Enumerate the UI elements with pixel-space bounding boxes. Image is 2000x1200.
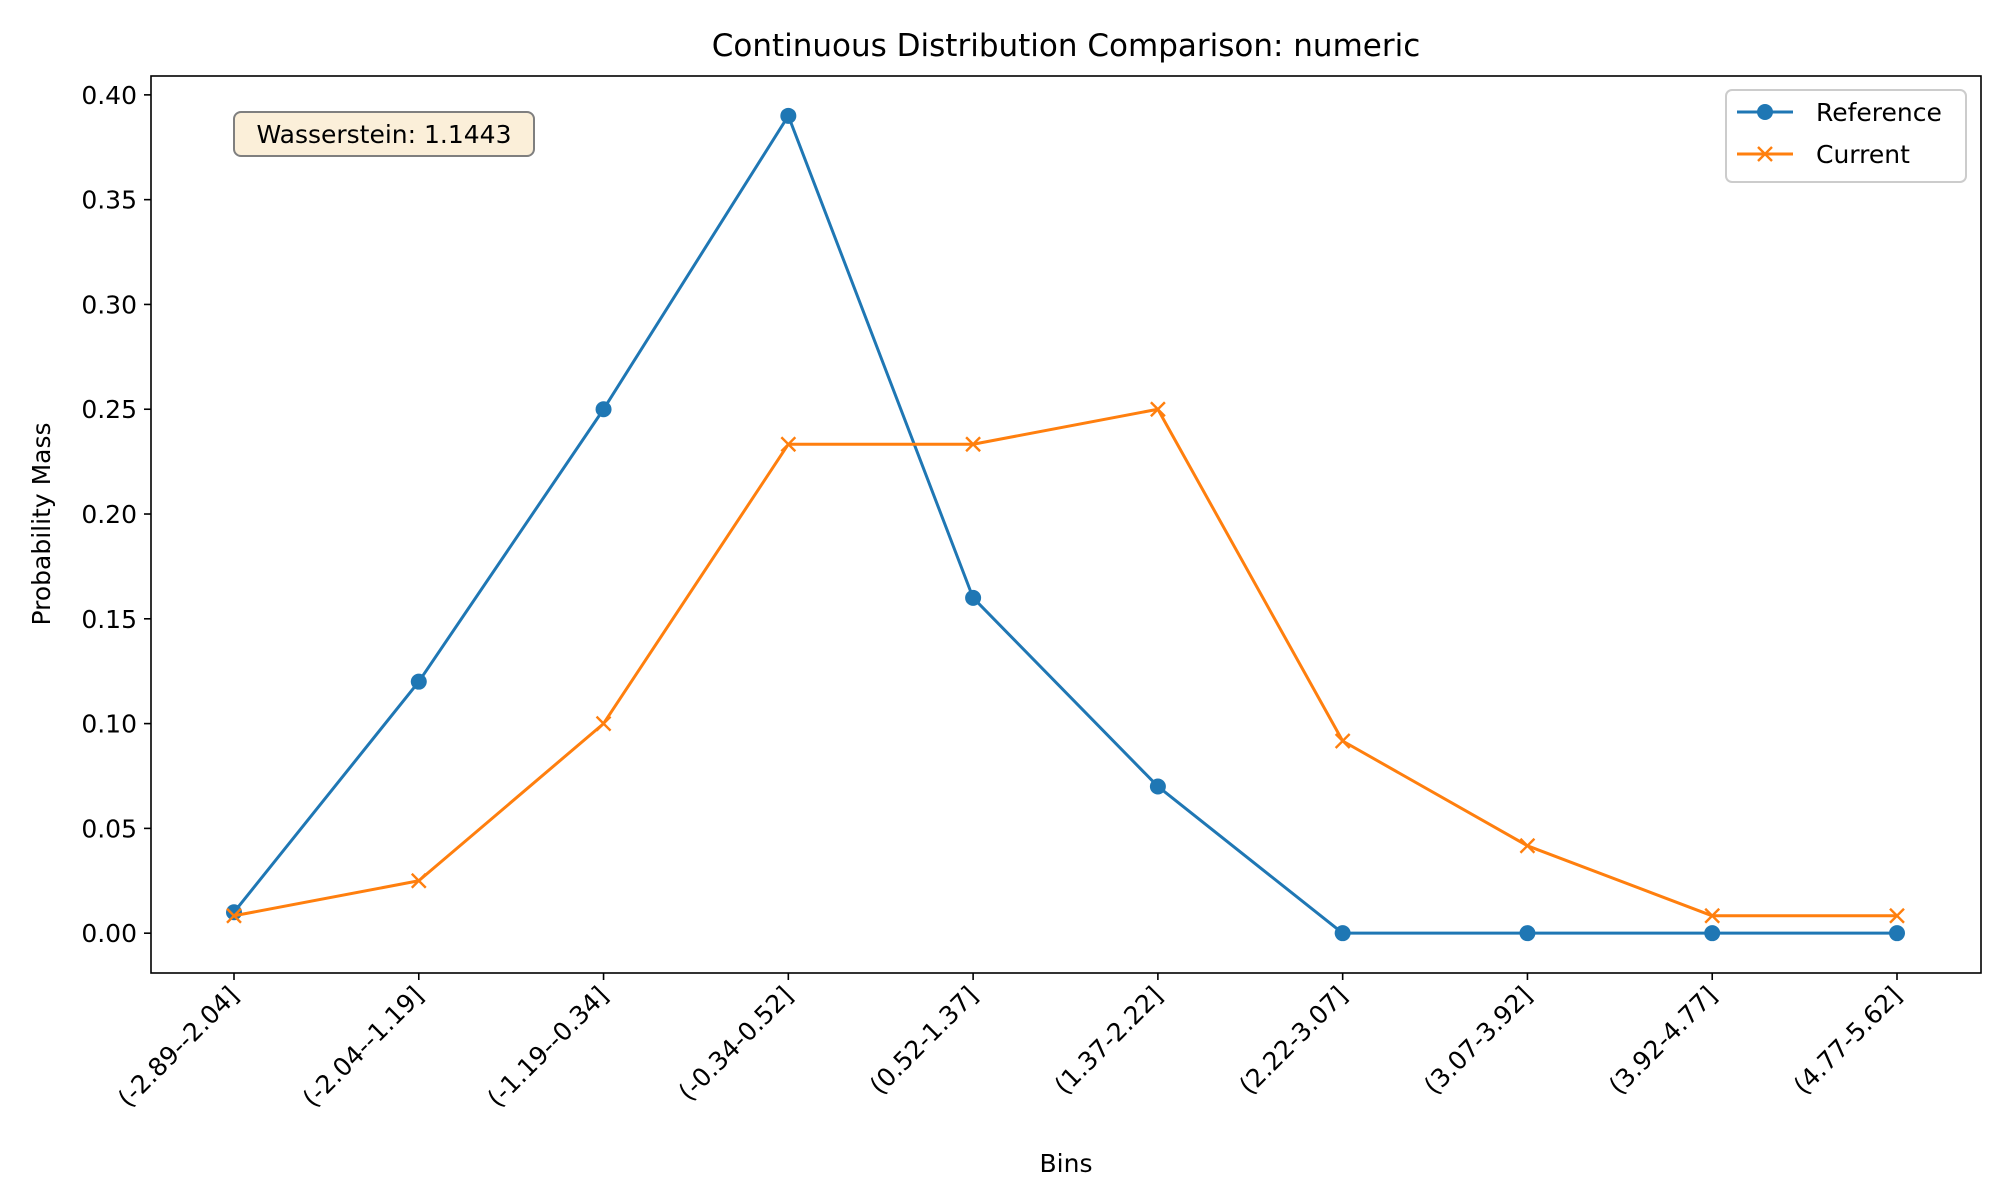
reference-point bbox=[226, 904, 242, 921]
reference-point bbox=[965, 589, 982, 606]
y-tick-label: 0.00 bbox=[81, 919, 137, 948]
y-tick-label: 0.15 bbox=[81, 605, 137, 634]
reference-point bbox=[410, 673, 427, 690]
current-point bbox=[1150, 401, 1166, 418]
current-point bbox=[1889, 907, 1905, 924]
x-tick-label: (3.07-3.92] bbox=[1418, 981, 1537, 1100]
reference-point bbox=[1889, 925, 1905, 942]
y-tick-label: 0.40 bbox=[81, 81, 137, 110]
x-tick-label: (1.37-2.22] bbox=[1049, 981, 1168, 1100]
x-tick-label: (-2.89--2.04] bbox=[112, 981, 244, 1113]
current-point bbox=[1334, 733, 1351, 749]
reference-legend-marker bbox=[1757, 104, 1773, 120]
x-tick-label: (3.92-4.77] bbox=[1603, 981, 1722, 1100]
current-legend-marker bbox=[1757, 146, 1773, 162]
x-tick-label: (-1.19--0.34] bbox=[482, 981, 614, 1113]
annotation-box bbox=[233, 111, 535, 157]
current-series-line bbox=[233, 407, 1897, 918]
current-point bbox=[780, 436, 797, 453]
y-tick-label: 0.05 bbox=[81, 814, 137, 843]
y-axis-label: Probability Mass bbox=[27, 422, 56, 625]
y-tick-label: 0.10 bbox=[81, 710, 137, 739]
wasserstein-annotation: Wasserstein: 1.1443 bbox=[233, 111, 535, 157]
series-layer bbox=[226, 107, 1905, 942]
x-tick-label: (0.52-1.37] bbox=[864, 981, 983, 1100]
current-legend-label: Current bbox=[1816, 140, 1910, 169]
reference-point bbox=[595, 401, 612, 418]
x-tick-label: (2.22-3.07] bbox=[1234, 981, 1353, 1100]
current-point bbox=[1519, 837, 1536, 854]
y-tick-label: 0.30 bbox=[81, 290, 137, 319]
reference-series-line bbox=[232, 114, 1897, 935]
reference-point bbox=[1149, 778, 1166, 795]
annotation-text: Wasserstein: 1.1443 bbox=[257, 120, 512, 149]
reference-legend-label: Reference bbox=[1816, 98, 1942, 127]
current-point bbox=[410, 872, 427, 889]
plot-frame bbox=[150, 75, 1982, 974]
y-tick-label: 0.35 bbox=[81, 186, 137, 215]
current-point bbox=[1704, 907, 1721, 924]
legend: Reference Current bbox=[1725, 89, 1967, 183]
x-tick-label: (4.77-5.62] bbox=[1788, 981, 1907, 1100]
reference-point bbox=[1334, 925, 1351, 942]
y-tick-label: 0.25 bbox=[81, 395, 137, 424]
reference-point bbox=[780, 107, 797, 124]
reference-point bbox=[1704, 925, 1721, 942]
current-point bbox=[965, 436, 981, 453]
chart-title: Continuous Distribution Comparison: nume… bbox=[712, 28, 1421, 64]
current-point bbox=[226, 907, 242, 924]
x-tick-label: (-2.04--1.19] bbox=[297, 981, 429, 1113]
current-point bbox=[595, 715, 612, 732]
x-axis-label: Bins bbox=[1040, 1149, 1093, 1178]
x-tick-label: (-0.34-0.52] bbox=[673, 981, 799, 1107]
y-axis-ticks: 0.00 0.05 0.10 0.15 0.20 0.25 0.30 0.35 0.40 bbox=[81, 81, 151, 948]
reference-point bbox=[1519, 925, 1536, 942]
y-tick-label: 0.20 bbox=[81, 500, 137, 529]
x-axis-ticks: (-2.89--2.04] (-2.04--1.19] (-1.19--0.34] (… bbox=[112, 973, 1907, 1113]
